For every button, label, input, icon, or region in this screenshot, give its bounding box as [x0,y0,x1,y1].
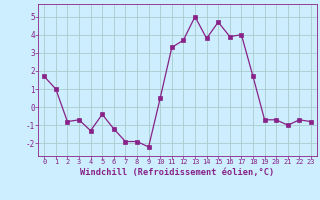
X-axis label: Windchill (Refroidissement éolien,°C): Windchill (Refroidissement éolien,°C) [80,168,275,177]
